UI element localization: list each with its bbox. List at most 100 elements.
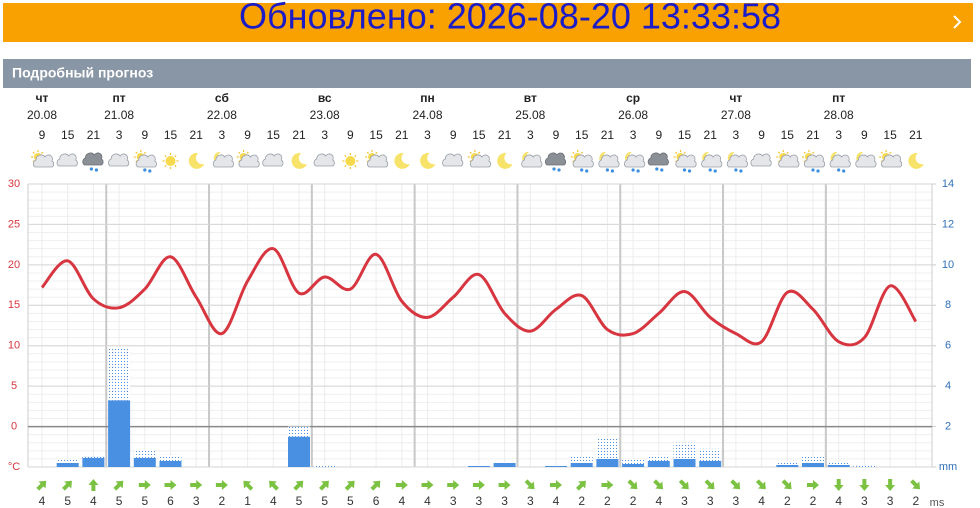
icon-cloud xyxy=(108,153,130,167)
wind-speed: 3 xyxy=(861,494,868,508)
wind-speed: 5 xyxy=(116,494,123,508)
wind-speed: 5 xyxy=(347,494,354,508)
wind-arrow xyxy=(447,479,460,490)
wind-arrow xyxy=(704,479,715,490)
wind-speed: 4 xyxy=(655,494,662,508)
icon-ray xyxy=(174,164,177,168)
icon-sun xyxy=(345,156,356,166)
icon-cloud xyxy=(598,154,620,168)
wind-arrow xyxy=(190,480,203,491)
precip-max-bar xyxy=(647,454,670,461)
hour-label: 15 xyxy=(575,128,589,142)
icon-sun xyxy=(165,156,176,166)
hour-label: 3 xyxy=(116,128,123,142)
weekday-label: пт xyxy=(832,91,845,105)
wind-arrow xyxy=(653,479,664,490)
precip-max-bar xyxy=(853,465,876,467)
icon-ray xyxy=(366,151,369,154)
hour-label: 3 xyxy=(424,128,431,142)
section-header xyxy=(3,59,971,88)
hour-label: 15 xyxy=(883,128,897,142)
precip-bar xyxy=(596,458,619,467)
weekday-label: чт xyxy=(36,91,49,105)
y2-tick-label: 14 xyxy=(942,178,954,190)
icon-ray xyxy=(375,151,378,154)
hour-label: 3 xyxy=(321,128,328,142)
icon-moon xyxy=(497,152,513,169)
precip-bar xyxy=(647,460,670,467)
y2-tick-label: 8 xyxy=(945,299,951,311)
hour-label: 21 xyxy=(498,128,512,142)
wind-speed: 6 xyxy=(373,494,380,508)
wind-arrow xyxy=(781,479,792,490)
date-label: 24.08 xyxy=(412,108,442,122)
icon-drop xyxy=(552,167,556,171)
precip-max-bar xyxy=(570,456,593,463)
precip-max-bar xyxy=(133,450,156,458)
precip-bar xyxy=(570,462,593,467)
icon-moon xyxy=(188,152,205,169)
icon-cloud xyxy=(82,152,104,166)
wind-speed: 5 xyxy=(321,494,328,508)
wind-arrow xyxy=(524,479,535,490)
icon-ray xyxy=(469,151,472,154)
wind-arrow xyxy=(36,480,47,491)
wind-speed: 3 xyxy=(501,494,508,508)
temperature-line xyxy=(40,247,918,347)
precip-bar xyxy=(802,462,824,467)
wind-arrow xyxy=(576,480,586,491)
weekday-label: сб xyxy=(215,91,229,105)
icon-ray xyxy=(174,154,177,158)
icon-cloud xyxy=(521,154,543,168)
hour-label: 3 xyxy=(527,128,534,142)
icon-cloud xyxy=(829,154,851,168)
y-tick-label: 10 xyxy=(8,340,20,352)
hour-label: 21 xyxy=(87,128,101,142)
icon-drop xyxy=(816,169,820,173)
icon-cloud xyxy=(726,154,748,168)
precip-max-bar xyxy=(596,438,619,459)
banner-chevron[interactable] xyxy=(953,15,962,29)
precip-bar xyxy=(467,465,490,467)
y2-tick-label: 12 xyxy=(942,218,954,230)
icon-ray xyxy=(478,151,481,154)
icon-ray xyxy=(344,164,347,168)
date-label: 20.08 xyxy=(27,108,57,122)
warning-banner[interactable] xyxy=(3,3,973,42)
icon-drop xyxy=(636,169,640,173)
wind-arrow xyxy=(243,480,254,491)
icon-ray xyxy=(880,151,883,154)
icon-drop xyxy=(842,169,846,173)
wind-speed: 3 xyxy=(527,494,534,508)
wind-arrow xyxy=(910,479,921,490)
precip-bar xyxy=(622,463,645,467)
precip-max-bar xyxy=(802,456,824,463)
icon-drop xyxy=(94,168,98,172)
wind-speed: 4 xyxy=(424,494,431,508)
y-tick-label: 20 xyxy=(8,259,20,271)
icon-moon xyxy=(908,152,924,169)
icon-cloud xyxy=(544,152,567,166)
icon-drop xyxy=(682,168,687,172)
icon-ray xyxy=(675,151,678,154)
wind-arrow xyxy=(269,480,279,491)
icon-cloud xyxy=(855,154,877,168)
icon-moon xyxy=(394,152,410,169)
section-title: Подробный прогноз xyxy=(12,65,153,81)
weekday-label: пт xyxy=(113,91,126,105)
icon-ray xyxy=(777,151,781,154)
icon-cloud xyxy=(56,153,78,167)
wind-speed: 3 xyxy=(707,494,714,508)
precip-bar xyxy=(699,460,722,467)
icon-cloud xyxy=(572,154,594,168)
icon-ray xyxy=(354,154,357,158)
hour-label: 9 xyxy=(758,128,765,142)
icon-ray xyxy=(803,151,806,154)
icon-drop xyxy=(585,169,589,173)
icon-drop xyxy=(557,168,561,172)
wind-speed: 4 xyxy=(39,494,46,508)
y2-tick-label: 6 xyxy=(945,340,951,352)
wind-speed: 2 xyxy=(578,494,585,508)
wind-arrow xyxy=(730,479,741,490)
date-label: 28.08 xyxy=(824,108,854,122)
